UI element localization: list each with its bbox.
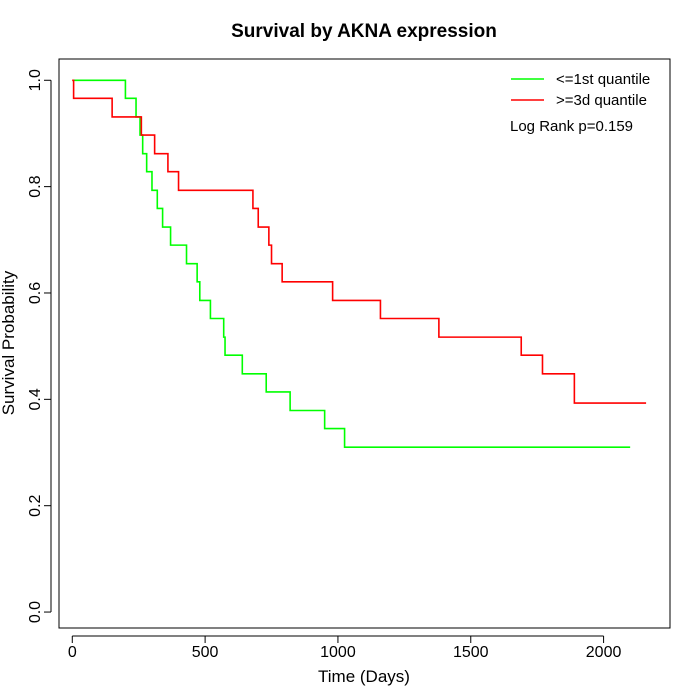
series-high-quantile-curve xyxy=(72,79,647,404)
x-tick-label: 2000 xyxy=(586,644,622,661)
chart-title: Survival by AKNA expression xyxy=(231,21,497,42)
y-tick-label: 0.8 xyxy=(27,175,44,197)
y-axis-label: Survival Probability xyxy=(0,270,18,415)
y-tick-label: 0.4 xyxy=(27,388,44,410)
x-tick-label: 1000 xyxy=(320,644,356,661)
y-tick-label: 0.0 xyxy=(27,601,44,623)
y-tick-label: 0.2 xyxy=(27,494,44,516)
y-axis: 0.0 0.2 0.4 0.6 0.8 1.0 xyxy=(27,69,52,623)
legend: <=1st quantile >=3d quantile xyxy=(511,71,650,109)
y-tick-label: 0.6 xyxy=(27,282,44,304)
legend-label: <=1st quantile xyxy=(556,71,650,88)
series-low-quantile-curve xyxy=(72,79,631,448)
y-tick-label: 1.0 xyxy=(27,69,44,91)
x-tick-label: 500 xyxy=(192,644,219,661)
plot-frame xyxy=(58,58,671,629)
x-tick-label: 1500 xyxy=(453,644,489,661)
x-axis-label: Time (Days) xyxy=(318,667,410,686)
legend-label: >=3d quantile xyxy=(556,92,647,109)
survival-curves xyxy=(72,79,647,448)
log-rank-annotation: Log Rank p=0.159 xyxy=(510,118,633,135)
x-tick-label: 0 xyxy=(68,644,77,661)
x-axis: 0 500 1000 1500 2000 xyxy=(68,635,622,661)
